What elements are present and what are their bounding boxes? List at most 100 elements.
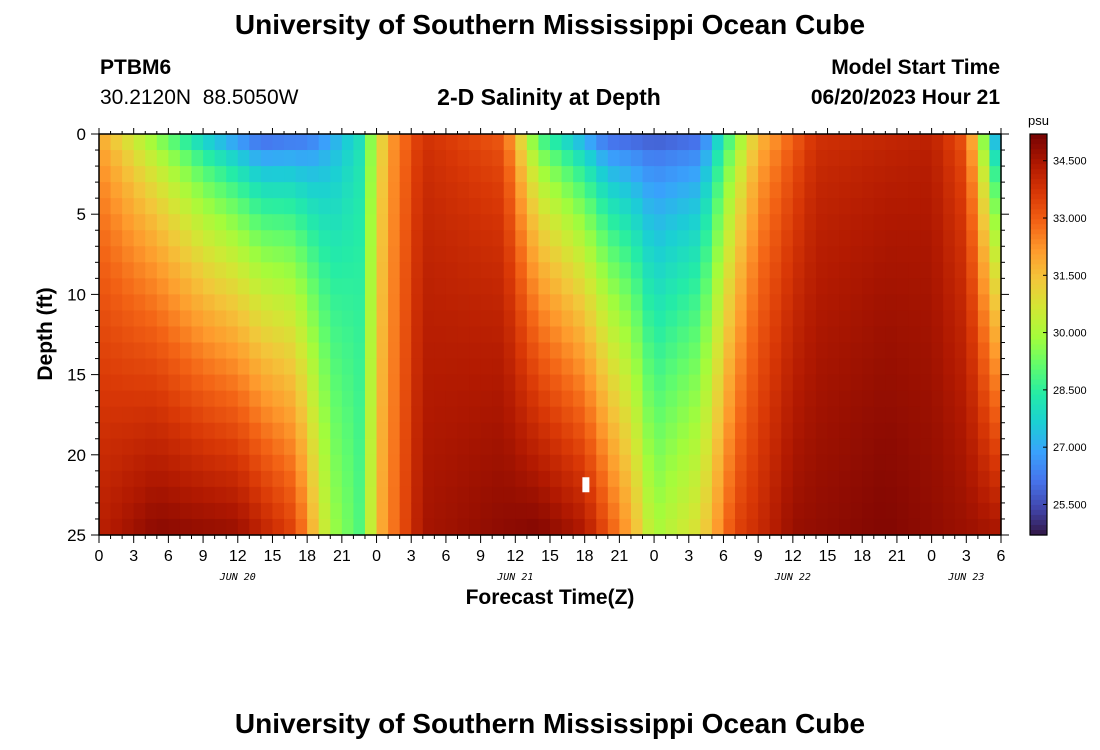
- heatmap-cell: [388, 438, 401, 456]
- heatmap-cell: [792, 214, 806, 231]
- colorbar-swatch: [1030, 369, 1047, 376]
- colorbar-swatch: [1030, 254, 1047, 260]
- x-tick-label: 6: [164, 548, 173, 565]
- heatmap-cell: [341, 470, 355, 488]
- x-axis-label: Forecast Time(Z): [466, 586, 635, 609]
- heatmap-cell: [272, 214, 285, 231]
- heatmap-cell: [908, 214, 921, 231]
- heatmap-cell: [735, 518, 748, 536]
- heatmap-cell: [353, 358, 366, 376]
- heatmap-cell: [723, 310, 736, 328]
- heatmap-cell: [399, 454, 412, 472]
- heatmap-cell: [989, 150, 1002, 167]
- heatmap-cell: [596, 278, 609, 295]
- heatmap-cell: [156, 230, 169, 247]
- heatmap-cell: [862, 214, 875, 231]
- heatmap-cell: [388, 198, 401, 215]
- heatmap-cell: [272, 406, 285, 424]
- heatmap-cell: [249, 294, 262, 312]
- heatmap-cell: [723, 294, 736, 312]
- heatmap-cell: [954, 326, 967, 344]
- heatmap-cell: [804, 454, 817, 472]
- heatmap-cell: [931, 390, 944, 408]
- heatmap-cell: [388, 310, 401, 328]
- heatmap-cell: [503, 294, 516, 312]
- heatmap-cell: [700, 470, 713, 488]
- heatmap-cell: [110, 246, 123, 263]
- heatmap-cell: [168, 342, 181, 360]
- heatmap-cell: [908, 198, 921, 215]
- heatmap-cell: [503, 342, 516, 360]
- heatmap-cell: [665, 326, 678, 344]
- x-date-labels: JUN 20 JUN 21 JUN 22 JUN 23: [219, 572, 985, 583]
- heatmap-cell: [434, 422, 447, 440]
- heatmap-cell: [260, 438, 274, 456]
- heatmap-cell: [341, 422, 355, 440]
- heatmap-cell: [769, 230, 782, 247]
- heatmap-cell: [977, 502, 991, 520]
- heatmap-cell: [434, 294, 447, 312]
- heatmap-cell: [341, 262, 355, 279]
- heatmap-cell: [330, 454, 343, 472]
- heatmap-cell: [272, 486, 285, 504]
- heatmap-cell: [214, 374, 227, 392]
- heatmap-cell: [677, 262, 690, 279]
- heatmap-cell: [665, 182, 678, 199]
- heatmap-cell: [550, 438, 563, 456]
- heatmap-cell: [168, 310, 181, 328]
- heatmap-cell: [954, 214, 967, 231]
- heatmap-cell: [792, 470, 806, 488]
- heatmap-cell: [249, 390, 262, 408]
- heatmap-cell: [538, 374, 551, 392]
- heatmap-cell: [122, 454, 135, 472]
- heatmap-cell: [284, 422, 297, 440]
- heatmap-cell: [341, 230, 355, 247]
- heatmap-cell: [688, 502, 701, 520]
- heatmap-cell: [411, 518, 424, 536]
- heatmap-cell: [723, 454, 736, 472]
- heatmap-cell: [110, 374, 123, 392]
- heatmap-cell: [781, 342, 794, 360]
- heatmap-cell: [295, 470, 308, 488]
- heatmap-cell: [815, 486, 829, 504]
- heatmap-cell: [908, 470, 921, 488]
- heatmap-cell: [538, 342, 551, 360]
- heatmap-cell: [966, 422, 979, 440]
- heatmap-cell: [619, 262, 632, 279]
- heatmap-cell: [526, 454, 540, 472]
- heatmap-cell: [792, 246, 806, 263]
- heatmap-cell: [538, 326, 551, 344]
- heatmap-cell: [99, 422, 112, 440]
- heatmap-cell: [376, 278, 389, 295]
- heatmap-cell: [677, 134, 690, 151]
- heatmap-cell: [735, 262, 748, 279]
- heatmap-cell: [492, 406, 505, 424]
- heatmap-cell: [619, 294, 632, 312]
- heatmap-cell: [977, 278, 991, 295]
- heatmap-cell: [307, 406, 320, 424]
- station-coords: 30.2120N 88.5050W: [100, 86, 299, 109]
- heatmap-cell: [388, 134, 401, 151]
- heatmap-cell: [966, 134, 979, 151]
- heatmap-cell: [873, 310, 886, 328]
- x-tick-label: 3: [407, 548, 416, 565]
- heatmap-cell: [665, 166, 678, 183]
- heatmap-cell: [492, 486, 505, 504]
- heatmap-cell: [122, 486, 135, 504]
- heatmap-cell: [630, 166, 644, 183]
- heatmap-cell: [700, 342, 713, 360]
- heatmap-cell: [388, 406, 401, 424]
- heatmap-cell: [503, 230, 516, 247]
- heatmap-cell: [272, 326, 285, 344]
- heatmap-cell: [133, 198, 146, 215]
- colorbar-swatch: [1030, 509, 1047, 516]
- heatmap-cell: [584, 150, 597, 167]
- heatmap-cell: [573, 198, 586, 215]
- heatmap-cell: [330, 214, 343, 231]
- heatmap-cell: [561, 150, 574, 167]
- heatmap-cell: [630, 326, 644, 344]
- heatmap-cell: [642, 134, 655, 151]
- heatmap-cell: [862, 486, 875, 504]
- heatmap-cell: [607, 406, 620, 424]
- heatmap-cell: [272, 518, 285, 536]
